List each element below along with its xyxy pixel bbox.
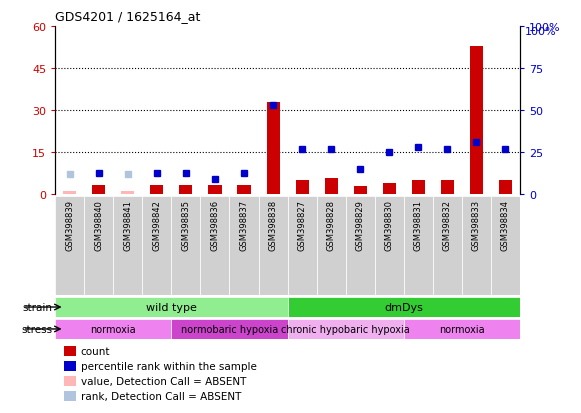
Text: GSM398837: GSM398837	[239, 199, 249, 250]
Text: rank, Detection Call = ABSENT: rank, Detection Call = ABSENT	[81, 391, 241, 401]
Bar	[317, 196, 346, 296]
Bar	[64, 391, 76, 401]
Text: GSM398840: GSM398840	[94, 199, 103, 250]
Bar	[354, 187, 367, 195]
Bar	[433, 196, 462, 296]
Text: GSM398842: GSM398842	[152, 199, 162, 250]
Bar	[470, 46, 483, 195]
Bar	[296, 181, 309, 195]
Bar	[441, 181, 454, 195]
Bar	[84, 196, 113, 296]
Bar	[238, 185, 250, 195]
Bar	[412, 181, 425, 195]
Text: value, Detection Call = ABSENT: value, Detection Call = ABSENT	[81, 376, 246, 386]
Text: normoxia: normoxia	[91, 324, 136, 334]
Text: GSM398832: GSM398832	[443, 199, 452, 250]
Bar	[142, 196, 171, 296]
Bar	[259, 196, 288, 296]
Text: GSM398833: GSM398833	[472, 199, 481, 250]
Bar	[288, 319, 404, 339]
Text: percentile rank within the sample: percentile rank within the sample	[81, 361, 257, 371]
Text: GSM398841: GSM398841	[123, 199, 132, 250]
Bar	[375, 196, 404, 296]
Text: wild type: wild type	[146, 302, 197, 312]
Text: GSM398834: GSM398834	[501, 199, 510, 250]
Text: GSM398839: GSM398839	[65, 199, 74, 250]
Text: count: count	[81, 346, 110, 356]
Bar	[180, 185, 192, 195]
Text: GDS4201 / 1625164_at: GDS4201 / 1625164_at	[55, 10, 200, 23]
Bar	[267, 102, 279, 195]
Text: GSM398835: GSM398835	[181, 199, 191, 250]
Text: GSM398836: GSM398836	[210, 199, 220, 250]
Bar	[64, 361, 76, 371]
Text: strain: strain	[22, 302, 52, 312]
Bar	[462, 196, 491, 296]
Bar	[499, 181, 512, 195]
Bar	[113, 196, 142, 296]
Text: GSM398830: GSM398830	[385, 199, 394, 250]
Bar	[171, 196, 200, 296]
Text: dmDys: dmDys	[385, 302, 423, 312]
Text: GSM398831: GSM398831	[414, 199, 423, 250]
Text: normoxia: normoxia	[439, 324, 485, 334]
Bar	[229, 196, 259, 296]
Bar	[171, 319, 288, 339]
Bar	[383, 184, 396, 195]
Bar	[64, 376, 76, 386]
Bar	[325, 178, 338, 195]
Bar	[404, 319, 520, 339]
Bar	[491, 196, 520, 296]
Bar	[346, 196, 375, 296]
Bar	[288, 297, 520, 318]
Text: chronic hypobaric hypoxia: chronic hypobaric hypoxia	[281, 324, 410, 334]
Text: GSM398828: GSM398828	[327, 199, 336, 250]
Bar	[288, 196, 317, 296]
Bar	[209, 185, 221, 195]
Text: normobaric hypoxia: normobaric hypoxia	[181, 324, 278, 334]
Text: GSM398838: GSM398838	[268, 199, 278, 250]
Bar	[404, 196, 433, 296]
Bar	[64, 346, 76, 356]
Bar	[121, 192, 134, 195]
Bar	[92, 185, 105, 195]
Bar	[150, 185, 163, 195]
Bar	[200, 196, 229, 296]
Text: stress: stress	[21, 324, 52, 334]
Text: 100%: 100%	[525, 27, 556, 37]
Bar	[55, 319, 171, 339]
Bar	[55, 297, 288, 318]
Text: GSM398827: GSM398827	[297, 199, 307, 250]
Bar	[63, 192, 76, 195]
Text: GSM398829: GSM398829	[356, 199, 365, 250]
Bar	[55, 196, 84, 296]
